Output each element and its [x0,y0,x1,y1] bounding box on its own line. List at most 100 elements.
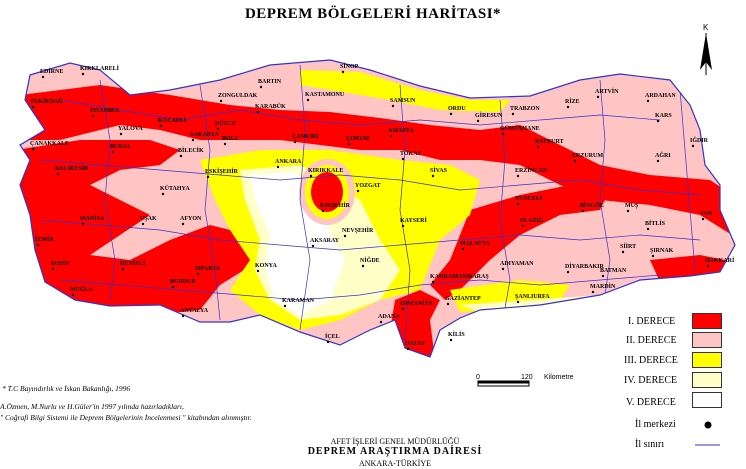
city-marker [511,112,515,116]
city-marker [311,244,315,248]
city-label: DENİZLİ [120,260,146,267]
city-label: NEVŞEHİR [342,227,374,234]
city-label: ELAZIĞ [520,216,544,224]
legend-swatch-zone-3 [692,352,722,368]
compass-label: K [703,23,709,32]
city-marker [389,134,393,138]
city-label: HAKKARİ [705,257,735,264]
city-label: AFYON [180,216,202,222]
city-marker [391,104,395,108]
city-marker [283,304,287,308]
city-label: ESKİŞEHİR [205,168,239,175]
city-label: İSTANBUL [90,107,120,114]
city-marker [516,300,520,304]
city-marker [361,264,365,268]
zone-i-west [20,140,260,315]
country-outline [19,59,736,358]
city-label: ERZİNCAN [515,167,548,174]
zone-iii-north [300,70,510,112]
city-label: DİYARBAKIR [565,263,604,270]
city-marker [216,127,220,131]
city-marker [256,110,260,114]
city-marker [501,132,505,136]
city-marker [181,314,185,318]
city-marker [306,98,310,102]
city-marker [516,202,520,206]
city-label: KİLİS [448,331,465,338]
city-label: İZMİR [35,236,54,243]
zone-i-east-fault [430,185,610,300]
legend-label-zone-3: III. DERECE [624,355,678,366]
city-label: KARAMAN [282,298,315,304]
city-marker [293,140,297,144]
city-marker [656,119,660,123]
city-marker [159,124,163,128]
city-marker [446,302,450,306]
city-marker [651,254,655,258]
city-label: AMASYA [388,128,414,134]
city-marker [171,285,175,289]
city-marker [91,114,95,118]
city-label: AKSARAY [310,238,340,244]
city-label: ÇORUM [346,136,370,142]
scale-bar: 0 120 Kilometre [476,374,574,387]
city-label: ORDU [448,106,466,112]
city-label: KASTAMONU [305,92,345,98]
city-label: KAYSERİ [400,217,427,224]
city-label: ERZURUM [572,153,603,159]
city-marker [309,174,313,178]
city-marker [461,247,465,251]
city-label: BİNGÖL [580,202,604,209]
city-marker [56,172,60,176]
city-marker [223,142,227,146]
city-marker [401,157,405,161]
city-marker [41,75,45,79]
city-marker [341,70,345,74]
city-marker [259,85,263,89]
city-marker [646,99,650,103]
city-marker [111,150,115,154]
city-label: BAYBURT [535,139,564,145]
city-label: KOCAELİ [158,117,187,124]
city-marker [621,250,625,254]
city-marker [326,340,330,344]
city-label: YALOVA [118,126,143,132]
city-marker [119,132,123,136]
city-label: RİZE [565,98,580,105]
city-label: TRABZON [510,106,540,112]
city-label: ARTVİN [595,88,619,95]
city-marker [81,222,85,226]
city-marker [401,307,405,311]
footnote-source: * T.C Bayındırlık ve İskan Bakanlığı, 19… [2,384,131,393]
legend-label-zone-5: V. DERECE [626,397,676,408]
city-label: OSMANİYE [400,300,433,307]
map-title: DEPREM BÖLGELERİ HARİTASI* [244,6,502,22]
legend-label-zone-4: IV. DERECE [624,375,678,386]
legend-swatch-zone-5 [692,392,722,408]
zone-i-kirsehir [311,172,343,212]
city-marker [601,274,605,278]
city-label: BİLECİK [178,147,204,154]
city-label: BİTLİS [645,220,666,227]
city-label: GİRESUN [475,112,503,119]
city-marker [196,272,200,276]
city-marker [356,189,360,193]
city-marker [476,119,480,123]
city-marker [191,138,195,142]
city-label: İÇEL [325,333,340,340]
city-label: ADIYAMAN [500,261,534,267]
city-label: KIRIKKALE [308,168,343,174]
city-marker [591,290,595,294]
scale-unit: Kilometre [544,374,574,381]
footnote-book: " Coğrafi Bilgi Sistemi ile Deprem Bölge… [0,413,252,422]
city-label: ANTALYA [180,308,209,314]
city-marker [449,338,453,342]
province-borders [39,64,701,341]
city-label: MANİSA [80,215,105,222]
city-marker [521,224,525,228]
city-label: SİNOP [340,63,359,70]
footnote-authors: A.Özmen, M.Nurlu ve H.Güler'in 1997 yılı… [0,402,184,411]
city-label: HATAY [405,341,426,347]
city-label: ANKARA [275,159,302,165]
